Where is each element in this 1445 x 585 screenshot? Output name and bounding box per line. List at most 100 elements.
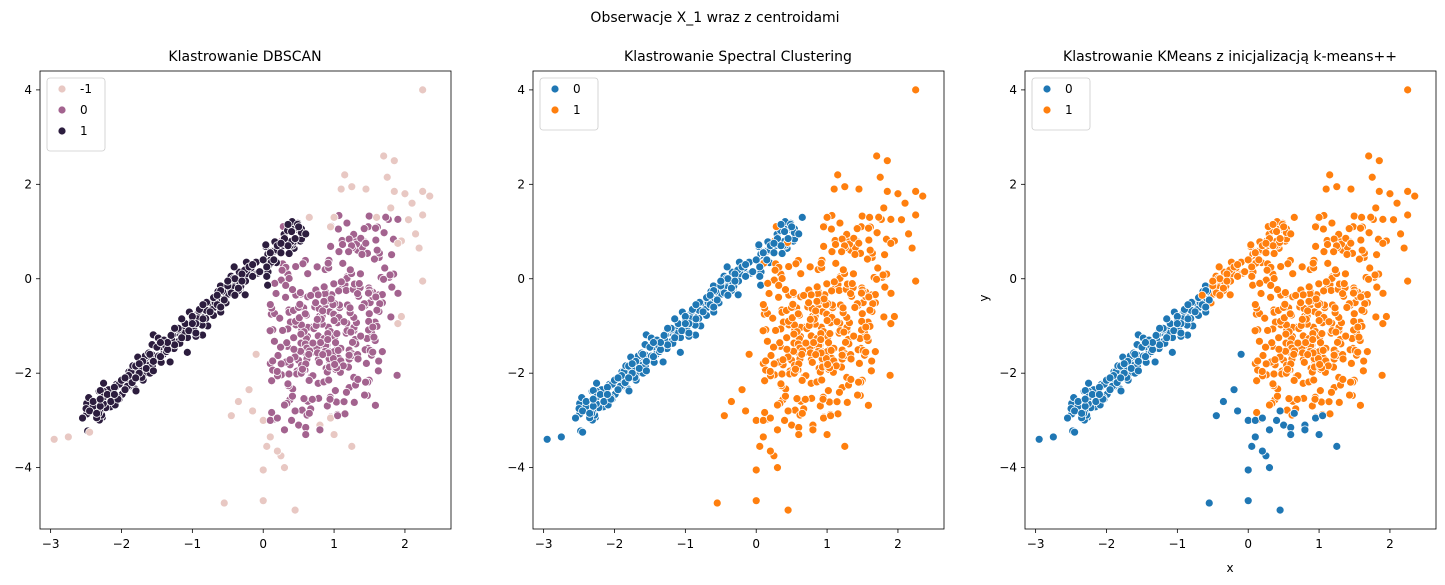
legend-label: 1 xyxy=(80,124,88,138)
scatter-point-cluster-1 xyxy=(885,370,895,380)
scatter-point-cluster-1 xyxy=(1303,350,1313,360)
scatter-point-1 xyxy=(751,496,761,506)
scatter-point-cluster-0 xyxy=(291,262,301,271)
panel-title: Klastrowanie DBSCAN xyxy=(168,49,321,65)
scatter-point--1 xyxy=(251,349,261,359)
scatter-point-1 xyxy=(1403,85,1413,95)
scatter-point-cluster-0 xyxy=(308,338,318,348)
scatter-point-cluster-1 xyxy=(778,355,788,365)
scatter-point-0 xyxy=(670,314,680,324)
scatter-point-0 xyxy=(680,319,690,329)
scatter-point-0 xyxy=(716,276,726,286)
scatter-point-cluster-0 xyxy=(361,238,371,248)
scatter-point-cluster-1 xyxy=(789,329,799,339)
scatter-point-1 xyxy=(290,234,300,244)
scatter-point-cluster-1 xyxy=(1338,354,1348,364)
scatter-point-cluster-1 xyxy=(1362,347,1372,357)
scatter-point-cluster-0 xyxy=(325,394,335,404)
scatter-point-cluster-0 xyxy=(330,386,340,396)
scatter-point-cluster-0 xyxy=(360,390,369,400)
scatter-point-0 xyxy=(1314,430,1324,439)
scatter-point-1 xyxy=(840,182,850,192)
scatter-point-1 xyxy=(780,415,789,425)
scatter-point-1 xyxy=(833,170,843,180)
scatter-point-cluster-0 xyxy=(318,306,328,316)
scatter-point-0 xyxy=(1201,302,1211,312)
scatter-point-0 xyxy=(797,212,807,222)
scatter-point-cluster-1 xyxy=(773,400,782,410)
scatter-point-cluster-0 xyxy=(323,335,333,344)
scatter-point-cluster-1 xyxy=(1315,360,1325,369)
scatter-point-cluster-0 xyxy=(364,309,374,319)
scatter-point-0 xyxy=(301,430,311,439)
scatter-point-cluster-1 xyxy=(1347,359,1356,368)
scatter-point--1 xyxy=(379,151,389,161)
scatter-point-cluster-1 xyxy=(886,288,896,298)
scatter-point-1 xyxy=(1311,222,1320,232)
scatter-point-cluster-1 xyxy=(777,274,787,283)
scatter-point-0 xyxy=(723,290,733,300)
scatter-point-0 xyxy=(571,413,580,423)
scatter-point-cluster-0 xyxy=(357,250,367,259)
scatter-point-cluster-1 xyxy=(1378,288,1388,298)
scatter-point-1 xyxy=(797,408,807,418)
scatter-point-1 xyxy=(773,463,782,473)
scatter-point-cluster-0 xyxy=(295,299,305,309)
scatter-point-cluster-1 xyxy=(1293,338,1303,348)
scatter-point-cluster-1 xyxy=(1330,265,1340,275)
scatter-point-cluster-1 xyxy=(771,326,781,335)
scatter-point-0 xyxy=(585,408,595,418)
scatter-point-cluster-1 xyxy=(1308,258,1318,268)
scatter-point-0 xyxy=(315,425,325,435)
scatter-point-cluster-0 xyxy=(393,214,403,224)
scatter-point-cluster-1 xyxy=(1346,238,1356,248)
scatter-point-cluster-1 xyxy=(811,306,821,316)
scatter-point--1 xyxy=(63,432,73,442)
scatter-point-1 xyxy=(765,413,775,423)
scatter-point-cluster-0 xyxy=(333,224,343,234)
scatter-point-cluster-0 xyxy=(329,279,339,289)
scatter-point-0 xyxy=(787,222,797,232)
scatter-point-0 xyxy=(762,255,772,265)
scatter-point-0 xyxy=(691,300,701,310)
scatter-point-cluster-1 xyxy=(788,288,798,297)
scatter-point-cluster-1 xyxy=(774,280,784,290)
scatter-point-1 xyxy=(170,323,180,333)
scatter-point-cluster-0 xyxy=(278,326,288,335)
scatter-point-cluster-1 xyxy=(818,394,828,404)
scatter-point-cluster-0 xyxy=(371,292,381,302)
scatter-point-cluster-1 xyxy=(1323,240,1332,249)
scatter-point-cluster-1 xyxy=(823,360,833,369)
scatter-point-cluster-1 xyxy=(1353,322,1363,332)
scatter-point-cluster-1 xyxy=(846,289,855,299)
scatter-point-0 xyxy=(627,359,637,369)
scatter-point-1 xyxy=(1233,260,1242,269)
scatter-point-1 xyxy=(911,210,921,220)
scatter-point-cluster-0 xyxy=(361,377,370,387)
scatter-point-0 xyxy=(1034,434,1044,444)
scatter-point-cluster-1 xyxy=(1378,214,1388,224)
scatter-point-0 xyxy=(1211,411,1221,421)
scatter-point-cluster-1 xyxy=(1299,357,1309,367)
scatter-point-cluster-0 xyxy=(387,250,396,260)
scatter-point-cluster-1 xyxy=(1266,292,1275,302)
scatter-point-cluster-1 xyxy=(261,240,271,250)
scatter-point-cluster-1 xyxy=(800,394,810,404)
scatter-point-1 xyxy=(1222,276,1232,286)
scatter-point-cluster-1 xyxy=(878,270,888,280)
scatter-point-cluster-1 xyxy=(1327,218,1337,228)
scatter-point-cluster-0 xyxy=(754,240,764,250)
scatter-point-1 xyxy=(1268,220,1278,229)
scatter-point-cluster-1 xyxy=(866,366,876,376)
scatter-point-0 xyxy=(1332,441,1342,451)
scatter-point-cluster-0 xyxy=(273,351,283,360)
scatter-point-1 xyxy=(822,430,832,439)
scatter-point-0 xyxy=(780,227,789,236)
scatter-point xyxy=(1167,347,1177,357)
scatter-point-0 xyxy=(663,323,673,333)
scatter-point-1 xyxy=(819,222,828,232)
scatter-point-cluster-1 xyxy=(850,303,860,312)
scatter-point-cluster-1 xyxy=(165,357,175,367)
scatter-point-1 xyxy=(1247,271,1257,281)
legend-marker xyxy=(57,84,67,94)
